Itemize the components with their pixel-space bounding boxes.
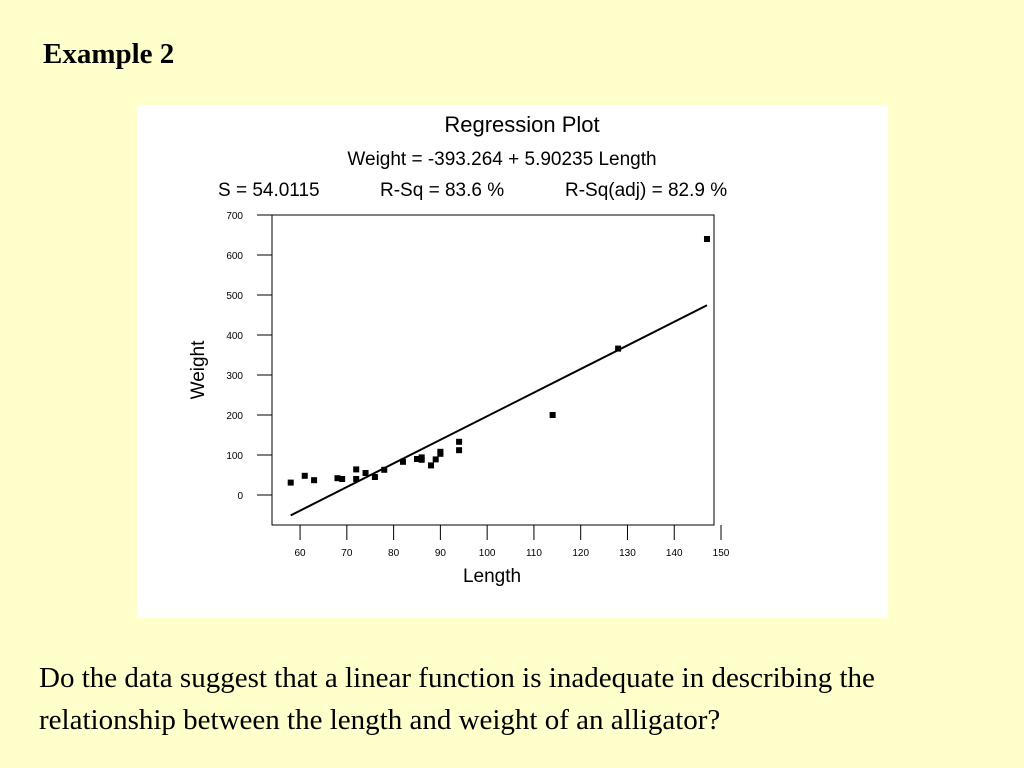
data-point xyxy=(437,448,444,455)
data-point xyxy=(428,462,435,469)
data-point xyxy=(353,466,360,473)
data-point xyxy=(418,454,425,461)
data-point xyxy=(371,474,378,480)
data-point xyxy=(615,345,622,352)
data-point xyxy=(381,466,388,473)
y-tick-label: 600 xyxy=(226,251,243,262)
regression-line xyxy=(290,304,708,517)
data-point xyxy=(301,472,308,479)
question-text: Do the data suggest that a linear functi… xyxy=(39,662,875,736)
data-point xyxy=(399,458,406,465)
y-tick-label: 100 xyxy=(226,451,243,462)
regression-plot: Regression Plot Weight = -393.264 + 5.90… xyxy=(188,112,730,587)
stat-s: S = 54.0115 xyxy=(218,180,320,201)
x-tick-label: 110 xyxy=(526,548,542,559)
x-tick-label: 60 xyxy=(295,548,307,559)
data-point xyxy=(311,477,318,484)
chart-panel: Regression Plot Weight = -393.264 + 5.90… xyxy=(137,105,888,618)
x-tick-label: 120 xyxy=(572,548,589,559)
data-point xyxy=(413,456,420,462)
y-tick-label: 400 xyxy=(226,331,243,342)
plot-area-frame xyxy=(271,214,715,526)
y-tick-label: 200 xyxy=(226,411,243,422)
y-tick-label: 300 xyxy=(226,371,243,382)
data-point xyxy=(549,412,556,418)
y-tick-label: 700 xyxy=(226,211,243,222)
y-axis-label: Weight xyxy=(188,340,209,400)
data-point xyxy=(334,475,341,482)
x-tick-label: 100 xyxy=(479,548,496,559)
data-point xyxy=(362,470,369,476)
slide-title: Example 2 xyxy=(43,38,175,70)
data-point xyxy=(456,447,463,454)
stat-rsq: R-Sq = 83.6 % xyxy=(380,180,504,201)
x-tick-label: 140 xyxy=(666,548,683,559)
data-point xyxy=(456,438,463,445)
data-point xyxy=(287,479,294,486)
data-point xyxy=(339,476,346,482)
x-tick-label: 70 xyxy=(341,548,353,559)
regression-equation: Weight = -393.264 + 5.90235 Length xyxy=(347,149,656,170)
x-axis-label: Length xyxy=(463,566,521,587)
data-point xyxy=(703,236,710,242)
x-tick-label: 150 xyxy=(713,548,730,559)
y-tick-label: 0 xyxy=(237,491,243,502)
x-tick-label: 90 xyxy=(435,548,447,559)
x-tick-label: 130 xyxy=(619,548,636,559)
chart-title: Regression Plot xyxy=(444,112,599,137)
stat-rsq-adj: R-Sq(adj) = 82.9 % xyxy=(565,180,727,201)
data-point xyxy=(353,476,360,482)
data-point xyxy=(432,456,439,463)
y-tick-label: 500 xyxy=(226,291,243,302)
x-tick-label: 80 xyxy=(388,548,400,559)
